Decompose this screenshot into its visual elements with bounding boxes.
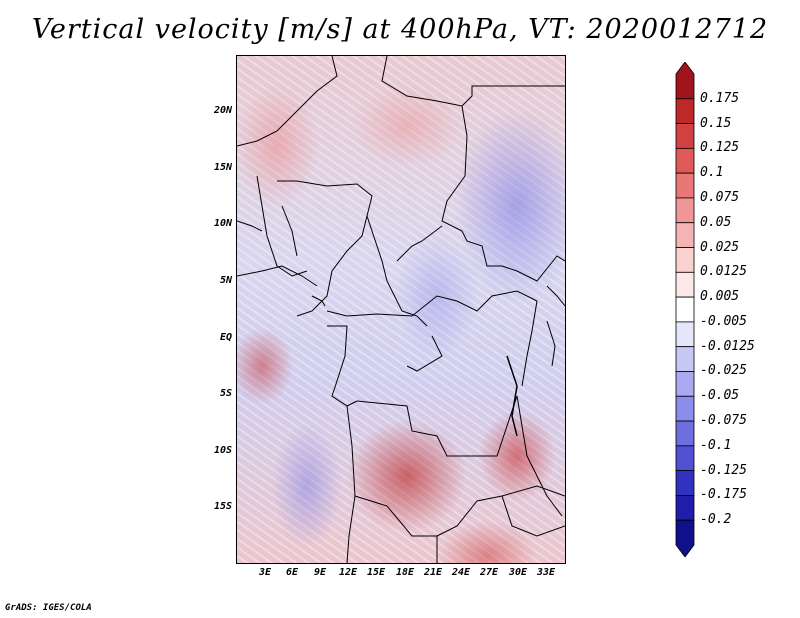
colorbar-segment xyxy=(675,247,695,273)
colorbar-label: 0.025 xyxy=(700,239,740,255)
lon-label: 30E xyxy=(508,567,528,578)
lon-label: 6E xyxy=(285,567,299,578)
colorbar-segment xyxy=(675,519,695,558)
lon-label: 24E xyxy=(451,567,471,578)
colorbar-label: 0.0125 xyxy=(700,264,747,280)
colorbar-segment xyxy=(675,197,695,224)
lat-label: 15N xyxy=(213,162,232,173)
colorbar-segment xyxy=(675,123,695,149)
colorbar-label: -0.0125 xyxy=(700,338,755,354)
colorbar-segment xyxy=(675,321,695,348)
colorbar-segment xyxy=(675,296,695,323)
colorbar-label: -0.2 xyxy=(700,512,732,528)
lon-label: 15E xyxy=(366,567,386,578)
colorbar-label: -0.175 xyxy=(700,487,747,503)
country-borders xyxy=(237,56,565,563)
colorbar-segment xyxy=(675,98,695,124)
colorbar-label: 0.1 xyxy=(700,165,724,181)
lat-label: 10N xyxy=(213,218,232,229)
lon-label: 3E xyxy=(258,567,272,578)
colorbar-segment xyxy=(675,395,695,422)
colorbar-segment xyxy=(675,271,695,298)
lat-label: 5N xyxy=(219,275,232,286)
colorbar-label: 0.175 xyxy=(700,90,740,106)
colorbar-segment xyxy=(675,420,695,447)
colorbar-segment xyxy=(675,371,695,397)
colorbar-segment xyxy=(675,147,695,174)
colorbar-segment xyxy=(675,495,695,521)
lat-label: EQ xyxy=(219,332,232,343)
colorbar-label: 0.05 xyxy=(700,214,732,230)
credit-text: GrADS: IGES/COLA xyxy=(5,603,92,613)
colorbar-label: -0.075 xyxy=(700,413,747,429)
colorbar-svg xyxy=(675,61,695,558)
lon-label: 27E xyxy=(479,567,499,578)
colorbar-label: -0.125 xyxy=(700,462,747,478)
lat-label: 5S xyxy=(219,388,232,399)
plot-title: Vertical velocity [m/s] at 400hPa, VT: 2… xyxy=(31,14,769,45)
colorbar-segment xyxy=(675,172,695,199)
colorbar-segment xyxy=(675,346,695,372)
colorbar xyxy=(675,61,695,558)
colorbar-segment xyxy=(675,445,695,472)
lon-label: 33E xyxy=(536,567,556,578)
colorbar-label: 0.125 xyxy=(700,140,740,156)
colorbar-segment xyxy=(675,222,695,248)
colorbar-label: -0.05 xyxy=(700,388,740,404)
lon-label: 18E xyxy=(395,567,415,578)
colorbar-label: 0.075 xyxy=(700,189,740,205)
colorbar-label: -0.1 xyxy=(700,437,732,453)
lon-label: 21E xyxy=(423,567,443,578)
lat-label: 15S xyxy=(213,501,232,512)
lat-label: 10S xyxy=(213,445,232,456)
map-panel xyxy=(236,55,566,564)
colorbar-segment xyxy=(675,61,695,100)
colorbar-label: -0.025 xyxy=(700,363,747,379)
colorbar-label: -0.005 xyxy=(700,313,747,329)
lon-label: 12E xyxy=(338,567,358,578)
lon-label: 9E xyxy=(313,567,327,578)
colorbar-segment xyxy=(675,470,695,496)
colorbar-label: 0.005 xyxy=(700,289,740,305)
colorbar-label: 0.15 xyxy=(700,115,732,131)
lat-label: 20N xyxy=(213,105,232,116)
